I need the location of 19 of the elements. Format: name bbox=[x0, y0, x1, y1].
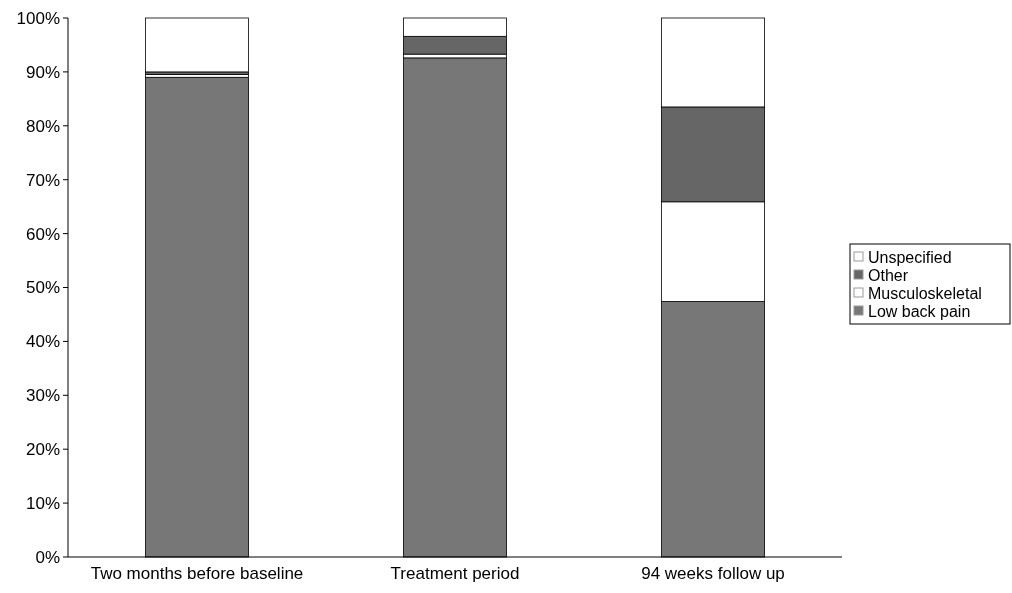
legend-label: Low back pain bbox=[868, 302, 971, 320]
y-tick-label: 0% bbox=[35, 547, 60, 567]
legend-label: Other bbox=[868, 266, 909, 284]
text: Musculoskeletal bbox=[868, 284, 982, 302]
x-tick-label: Two months before baseline bbox=[90, 564, 304, 583]
y-tick-label: 30% bbox=[25, 386, 60, 406]
y-tick-label: 100% bbox=[16, 8, 60, 28]
y-tick-label: 10% bbox=[25, 494, 60, 514]
y-tick-label: 90% bbox=[25, 62, 60, 82]
x-tick-label: 94 weeks follow up bbox=[641, 564, 785, 583]
y-tick-label: 60% bbox=[25, 224, 60, 244]
bar bbox=[145, 17, 249, 73]
y-tick-label: 70% bbox=[25, 170, 60, 190]
y-tick-label: 80% bbox=[25, 116, 60, 136]
y-tick-label: 40% bbox=[25, 332, 60, 352]
y-tick-label: 20% bbox=[25, 440, 60, 460]
x-tick-label: Treatment period bbox=[390, 564, 520, 583]
text: Unspecified bbox=[868, 248, 952, 266]
y-tick-label: 50% bbox=[25, 278, 60, 298]
